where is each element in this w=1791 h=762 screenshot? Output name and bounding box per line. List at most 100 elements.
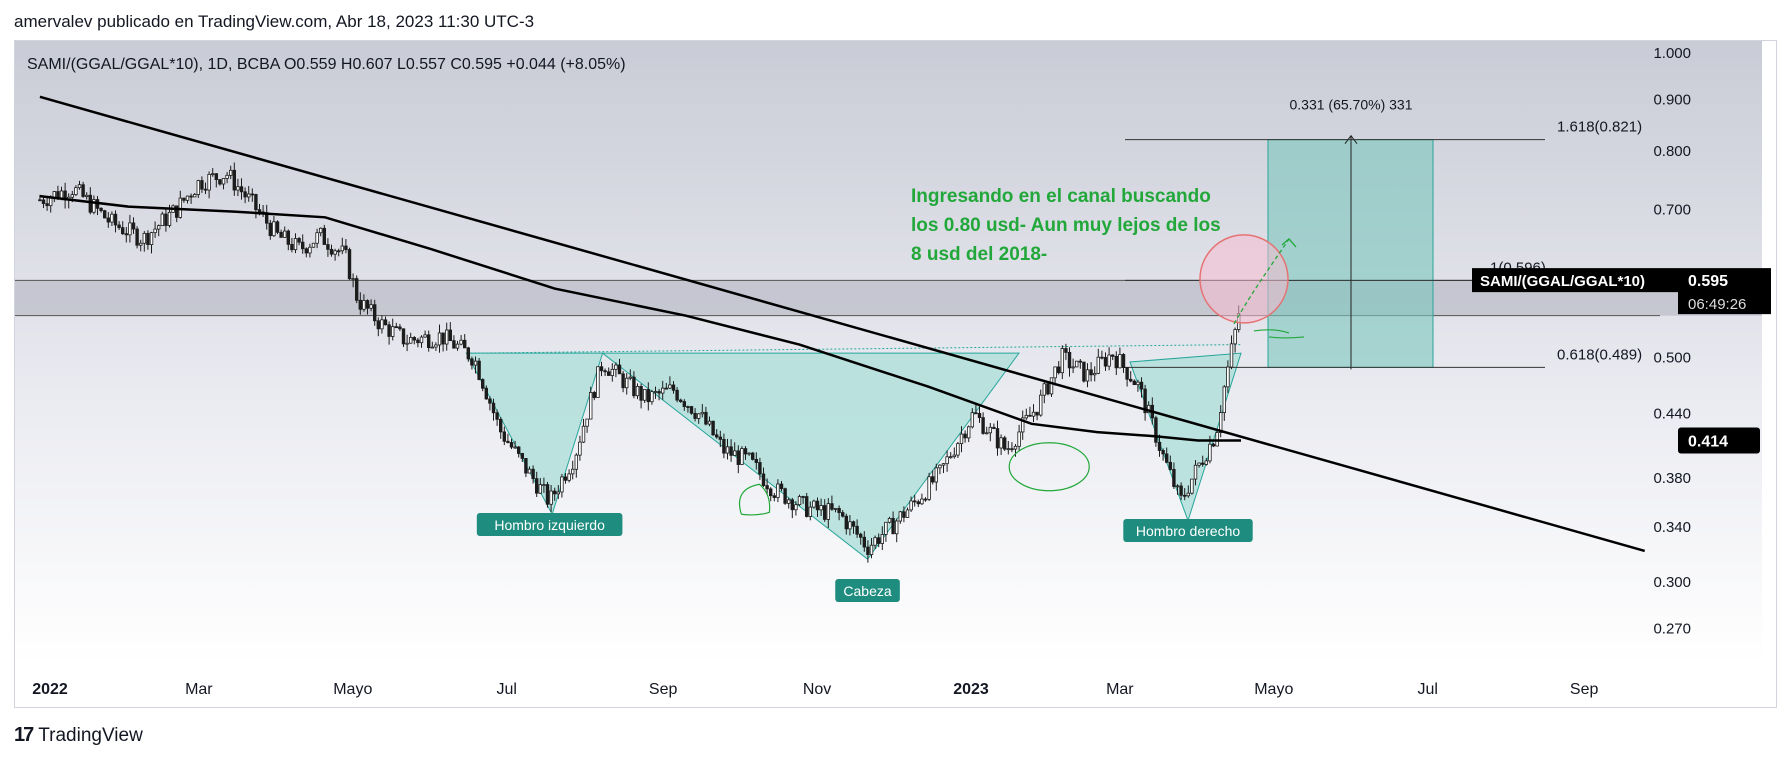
candle-body bbox=[808, 506, 813, 517]
neckline bbox=[466, 344, 1241, 354]
candle-body bbox=[427, 334, 431, 348]
candle-body bbox=[376, 320, 381, 330]
candle-body bbox=[625, 377, 629, 389]
candle-body bbox=[103, 210, 107, 219]
candle-body bbox=[844, 515, 849, 530]
candle-body bbox=[664, 387, 669, 390]
candle-body bbox=[1089, 369, 1093, 376]
candle-body bbox=[776, 483, 780, 498]
candle-body bbox=[848, 521, 852, 530]
candle-body bbox=[355, 278, 359, 301]
tradingview-footer[interactable]: 17 TradingView bbox=[14, 724, 143, 747]
candle-body bbox=[275, 221, 280, 233]
candle-body bbox=[286, 230, 291, 245]
candle-body bbox=[517, 446, 521, 454]
candle-body bbox=[1096, 356, 1101, 374]
candle-body bbox=[963, 433, 967, 439]
candle-body bbox=[830, 503, 834, 510]
candle-body bbox=[1204, 460, 1209, 465]
candle-body bbox=[891, 517, 895, 535]
price-tick-9: 0.270 bbox=[1653, 620, 1691, 637]
candle-body bbox=[704, 411, 708, 425]
candle-body bbox=[1017, 431, 1021, 447]
candle-body bbox=[74, 187, 78, 196]
candle-body bbox=[934, 467, 939, 483]
candle-body bbox=[1103, 357, 1108, 367]
candle-body bbox=[970, 412, 975, 428]
candle-body bbox=[718, 436, 723, 440]
candle-body bbox=[153, 228, 157, 234]
candle-body bbox=[650, 391, 654, 403]
candle-body bbox=[1193, 464, 1198, 480]
candle-body bbox=[1010, 448, 1014, 451]
candle-body bbox=[1013, 445, 1018, 450]
time-tick-2: Mayo bbox=[333, 681, 372, 698]
candle-body bbox=[182, 197, 186, 201]
candle-body bbox=[70, 194, 75, 198]
candle-body bbox=[1136, 381, 1140, 386]
candle-body bbox=[841, 512, 845, 517]
candle-body bbox=[923, 498, 928, 501]
candle-body bbox=[1201, 462, 1205, 465]
candle-body bbox=[373, 304, 377, 322]
candle-body bbox=[207, 173, 211, 191]
candle-body bbox=[88, 194, 93, 213]
candle-body bbox=[301, 241, 305, 250]
candle-body bbox=[1078, 360, 1083, 363]
candle-body bbox=[599, 366, 604, 372]
candle-body bbox=[1093, 372, 1097, 376]
measure-label: 0.331 (65.70%) 331 bbox=[1290, 97, 1413, 113]
candle-body bbox=[513, 446, 517, 449]
candle-body bbox=[553, 490, 557, 495]
candle-body bbox=[200, 180, 204, 190]
candle-body bbox=[657, 391, 661, 394]
candle-body bbox=[139, 242, 143, 246]
candle-body bbox=[445, 329, 449, 345]
candle-body bbox=[1039, 394, 1043, 416]
candle-body bbox=[135, 228, 139, 246]
candle-body bbox=[635, 386, 640, 397]
candle-body bbox=[1186, 492, 1191, 497]
candle-body bbox=[41, 199, 46, 204]
candle-body bbox=[1157, 441, 1162, 451]
candle-body bbox=[1042, 383, 1047, 396]
candle-body bbox=[873, 537, 877, 546]
candle-body bbox=[405, 342, 409, 345]
candle-body bbox=[877, 537, 881, 544]
time-tick-7: Mar bbox=[1106, 681, 1134, 698]
candle-body bbox=[527, 468, 532, 474]
tradingview-logo-icon: 17 bbox=[14, 724, 34, 746]
candle-body bbox=[920, 498, 924, 505]
candle-body bbox=[740, 448, 744, 465]
time-tick-3: Jul bbox=[496, 681, 516, 698]
candle-body bbox=[1107, 354, 1111, 367]
candle-body bbox=[509, 442, 514, 448]
candle-body bbox=[945, 456, 949, 465]
candle-body bbox=[643, 389, 647, 401]
candle-body bbox=[1021, 417, 1025, 433]
candle-body bbox=[250, 193, 255, 196]
candle-body bbox=[304, 248, 309, 254]
candle-body bbox=[1233, 329, 1237, 345]
candle-body bbox=[1075, 360, 1079, 368]
candle-body bbox=[805, 496, 809, 517]
highlight-circle bbox=[1199, 234, 1289, 324]
candle-body bbox=[110, 213, 114, 223]
candle-body bbox=[160, 213, 165, 227]
time-tick-1: Mar bbox=[185, 681, 213, 698]
candle-body bbox=[974, 412, 978, 415]
candle-body bbox=[221, 178, 226, 185]
time-tick-6: 2023 bbox=[953, 681, 989, 698]
candle-body bbox=[121, 227, 125, 235]
candle-body bbox=[693, 412, 697, 419]
candle-body bbox=[437, 332, 442, 346]
candle-body bbox=[1046, 383, 1050, 395]
candle-body bbox=[362, 300, 366, 310]
candle-body bbox=[761, 473, 766, 486]
candle-body bbox=[1183, 494, 1187, 497]
candle-body bbox=[254, 194, 258, 211]
candle-body bbox=[149, 232, 154, 246]
candle-body bbox=[117, 224, 121, 229]
candle-body bbox=[297, 238, 301, 243]
